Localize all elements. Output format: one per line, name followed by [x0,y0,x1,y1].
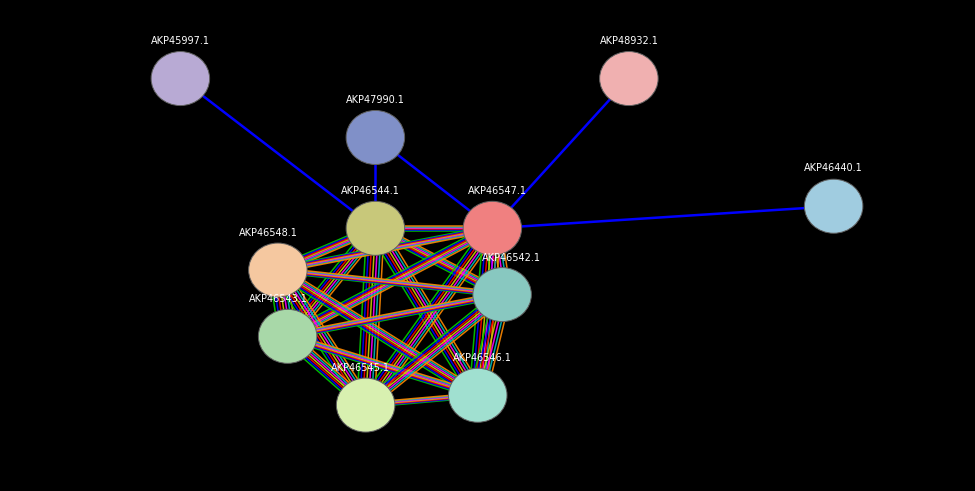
Text: AKP46542.1: AKP46542.1 [483,253,541,263]
Ellipse shape [249,243,307,297]
Text: AKP46548.1: AKP46548.1 [239,228,297,238]
Ellipse shape [600,52,658,106]
Text: AKP46440.1: AKP46440.1 [804,164,863,173]
Text: AKP46545.1: AKP46545.1 [332,363,390,373]
Ellipse shape [346,110,405,164]
Text: AKP46544.1: AKP46544.1 [341,187,400,196]
Text: AKP48932.1: AKP48932.1 [600,36,658,46]
Ellipse shape [336,378,395,432]
Text: AKP45997.1: AKP45997.1 [151,36,210,46]
Text: AKP47990.1: AKP47990.1 [346,95,405,105]
Ellipse shape [258,309,317,363]
Ellipse shape [463,201,522,255]
Ellipse shape [473,268,531,322]
Ellipse shape [151,52,210,106]
Ellipse shape [448,368,507,422]
Ellipse shape [804,179,863,233]
Ellipse shape [346,201,405,255]
Text: AKP46546.1: AKP46546.1 [453,354,512,363]
Text: AKP46547.1: AKP46547.1 [468,187,526,196]
Text: AKP46543.1: AKP46543.1 [249,295,307,304]
